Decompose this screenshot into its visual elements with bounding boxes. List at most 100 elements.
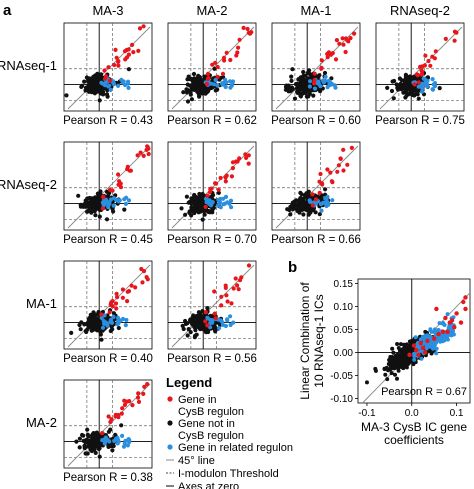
point-not-in-regulon xyxy=(191,71,197,77)
point-related-regulon xyxy=(102,313,107,318)
point-not-in-regulon xyxy=(85,196,90,201)
point-in-regulon xyxy=(138,150,143,155)
point-not-in-regulon xyxy=(301,69,306,75)
point-related-regulon xyxy=(106,205,111,210)
point-in-regulon xyxy=(458,320,464,325)
point-related-regulon xyxy=(203,196,209,201)
point-related-regulon xyxy=(428,344,433,349)
point-not-in-regulon xyxy=(81,433,86,438)
point-related-regulon xyxy=(227,201,232,206)
point-related-regulon xyxy=(105,323,110,328)
point-not-in-regulon xyxy=(119,423,124,428)
point-in-regulon xyxy=(341,147,346,152)
point-not-in-regulon xyxy=(404,342,409,347)
point-not-in-regulon xyxy=(200,217,205,222)
diagonal-45-line xyxy=(67,145,151,229)
point-not-in-regulon xyxy=(300,201,305,206)
point-in-regulon xyxy=(461,299,466,305)
point-in-regulon xyxy=(452,38,457,43)
point-in-regulon xyxy=(219,303,224,308)
point-not-in-regulon xyxy=(185,99,191,104)
point-not-in-regulon xyxy=(95,320,100,325)
point-in-regulon xyxy=(416,80,421,85)
point-not-in-regulon xyxy=(94,197,99,202)
point-not-in-regulon xyxy=(185,333,190,338)
point-not-in-regulon xyxy=(185,77,190,82)
point-in-regulon xyxy=(333,57,339,62)
point-in-regulon xyxy=(245,26,250,32)
point-not-in-regulon xyxy=(198,84,203,89)
point-in-regulon xyxy=(463,295,468,300)
point-not-in-regulon xyxy=(77,445,82,450)
point-related-regulon xyxy=(107,83,112,88)
point-in-regulon xyxy=(206,76,211,81)
point-not-in-regulon xyxy=(195,200,200,205)
point-in-regulon xyxy=(312,71,317,76)
point-in-regulon xyxy=(239,275,244,280)
point-not-in-regulon xyxy=(83,328,88,334)
y-axis-label: Linear Combination of xyxy=(298,282,312,400)
point-in-regulon xyxy=(416,352,421,357)
point-related-regulon xyxy=(325,200,330,205)
point-related-regulon xyxy=(204,200,209,205)
point-in-regulon xyxy=(320,182,325,187)
point-not-in-regulon xyxy=(395,376,399,381)
y-tick-label: 0.05 xyxy=(334,325,354,336)
point-in-regulon xyxy=(418,64,423,69)
point-in-regulon xyxy=(348,36,353,41)
point-not-in-regulon xyxy=(383,372,388,377)
point-in-regulon xyxy=(137,26,143,31)
subplot: Pearson R = 0.56 xyxy=(167,260,257,365)
point-not-in-regulon xyxy=(200,91,205,96)
pearson-label: Pearson R = 0.62 xyxy=(167,115,257,127)
point-in-regulon xyxy=(319,58,324,63)
point-not-in-regulon xyxy=(216,190,221,195)
point-not-in-regulon xyxy=(212,324,217,329)
point-in-regulon xyxy=(205,323,210,328)
panel-a-label: a xyxy=(3,2,12,19)
pearson-label: Pearson R = 0.40 xyxy=(63,353,153,365)
point-related-regulon xyxy=(117,198,122,203)
pearson-label: Pearson R = 0.45 xyxy=(63,234,153,246)
point-in-regulon xyxy=(126,47,131,52)
point-not-in-regulon xyxy=(404,359,409,364)
point-related-regulon xyxy=(228,322,233,328)
point-not-in-regulon xyxy=(105,94,110,99)
point-in-regulon xyxy=(120,406,125,411)
point-in-regulon xyxy=(425,338,430,344)
point-not-in-regulon xyxy=(122,207,127,212)
point-in-regulon xyxy=(412,82,417,87)
point-not-in-regulon xyxy=(294,86,299,91)
point-not-in-regulon xyxy=(188,88,193,94)
point-not-in-regulon xyxy=(88,202,93,207)
point-related-regulon xyxy=(108,87,113,92)
point-in-regulon xyxy=(216,187,221,192)
point-not-in-regulon xyxy=(207,210,212,215)
point-related-regulon xyxy=(434,340,439,345)
point-in-regulon xyxy=(101,195,106,200)
point-not-in-regulon xyxy=(404,362,409,367)
point-in-regulon xyxy=(146,146,151,151)
row-label: RNAseq-1 xyxy=(0,58,57,73)
point-not-in-regulon xyxy=(209,194,214,199)
point-in-regulon xyxy=(112,62,117,68)
point-not-in-regulon xyxy=(298,196,303,201)
point-not-in-regulon xyxy=(289,74,294,79)
point-in-regulon xyxy=(235,159,240,164)
point-in-regulon xyxy=(203,319,208,324)
point-not-in-regulon xyxy=(89,328,94,333)
point-related-regulon xyxy=(224,80,229,85)
point-in-regulon xyxy=(106,414,111,419)
legend-label: Gene in related regulon xyxy=(178,442,293,454)
point-not-in-regulon xyxy=(97,446,102,451)
point-related-regulon xyxy=(228,314,233,319)
point-not-in-regulon xyxy=(74,439,79,444)
point-not-in-regulon xyxy=(78,204,83,209)
point-in-regulon xyxy=(449,318,455,323)
subplot: Pearson R = 0.38 xyxy=(63,379,153,484)
point-in-regulon xyxy=(116,412,121,418)
point-related-regulon xyxy=(430,87,435,92)
pearson-label: Pearson R = 0.60 xyxy=(271,115,361,127)
point-in-regulon xyxy=(423,350,428,355)
point-related-regulon xyxy=(332,83,337,88)
